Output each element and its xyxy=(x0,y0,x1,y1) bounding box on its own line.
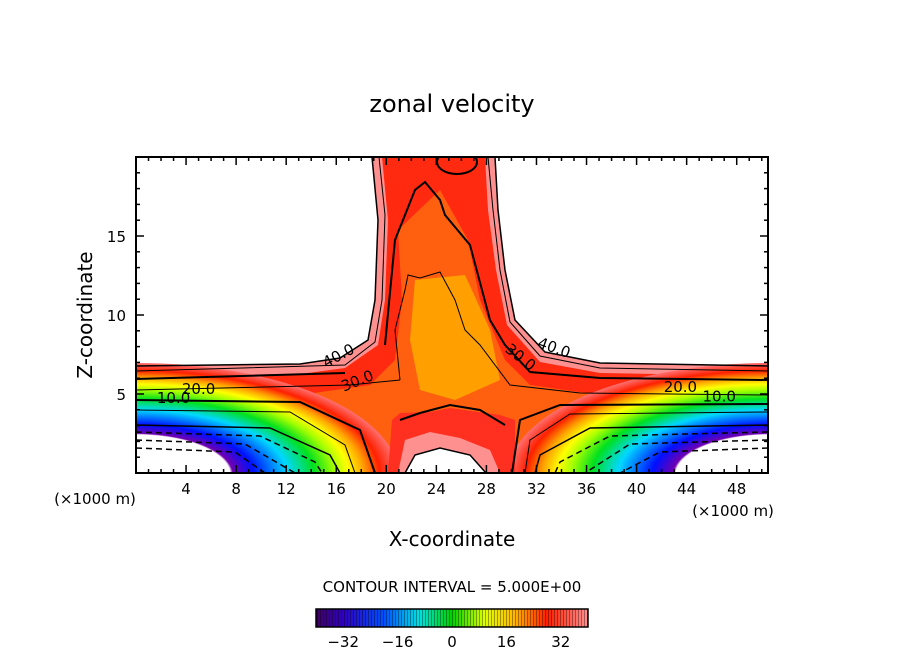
x-tick-label: 20 xyxy=(377,480,396,498)
x-tick-label: 28 xyxy=(477,480,496,498)
x-tick-label: 8 xyxy=(231,480,241,498)
contour-interval-label: CONTOUR INTERVAL = 5.000E+00 xyxy=(323,578,582,596)
contour-field: 40.030.030.040.020.010.020.010.0 xyxy=(136,157,768,473)
contour-label: 20.0 xyxy=(664,378,697,396)
x-axis-label: X-coordinate xyxy=(389,527,516,551)
contour-label: 10.0 xyxy=(157,389,190,407)
x-tick-label: 48 xyxy=(727,480,746,498)
x-unit-label-left: (×1000 m) xyxy=(54,490,136,508)
x-tick-label: 36 xyxy=(577,480,596,498)
white-hole-center xyxy=(404,447,488,473)
x-tick-label: 32 xyxy=(527,480,546,498)
x-tick-label: 44 xyxy=(677,480,696,498)
contour-35 xyxy=(136,180,768,381)
max-core-top xyxy=(436,157,478,175)
contour-45 xyxy=(136,157,379,367)
negative-lobe-right xyxy=(508,363,768,473)
contour-0 xyxy=(136,424,768,473)
x-tick-label: 24 xyxy=(427,480,446,498)
x-unit-label-right: (×1000 m) xyxy=(692,502,774,520)
x-tick-label: 4 xyxy=(181,480,191,498)
negative-lobe-left xyxy=(136,363,398,473)
contour-lines xyxy=(136,157,768,473)
x-tick-label: 12 xyxy=(277,480,296,498)
colorbar-tick-labels: −32 −16 0 16 32 xyxy=(327,633,570,651)
y-tick-label: 15 xyxy=(107,228,126,246)
contour-20 xyxy=(136,399,768,473)
colorbar-tick-label: 0 xyxy=(447,633,457,651)
y-tick-label: 5 xyxy=(116,386,126,404)
colorbar-tick-label: 32 xyxy=(551,633,570,651)
band-core xyxy=(410,275,500,400)
colorbar-tick-label: −16 xyxy=(382,633,414,651)
colorbar-tick-label: −32 xyxy=(327,633,359,651)
contour-45-right xyxy=(494,157,768,367)
contour-30 xyxy=(136,271,768,396)
colorbar-tick-label: 16 xyxy=(497,633,516,651)
contour-negative xyxy=(136,431,768,473)
chart-title: zonal velocity xyxy=(369,90,534,118)
x-tick-label: 16 xyxy=(327,480,346,498)
y-tick-label: 10 xyxy=(107,307,126,325)
contour-label: 20.0 xyxy=(182,380,215,398)
colorbar-frame xyxy=(315,608,589,628)
colorbar-stripes xyxy=(316,609,588,627)
x-tick-labels: 4 8 12 16 20 24 28 32 36 40 44 48 xyxy=(181,480,746,498)
contour-label: 10.0 xyxy=(702,388,735,406)
x-tick-label: 40 xyxy=(627,480,646,498)
contour-10 xyxy=(136,409,768,473)
y-tick-labels: 5 10 15 xyxy=(107,228,126,404)
axis-ticks xyxy=(136,157,768,473)
contour-40-right xyxy=(487,157,768,372)
y-axis-label: Z-coordinate xyxy=(73,251,97,378)
colorbar xyxy=(315,608,589,628)
contour-40 xyxy=(136,157,386,372)
